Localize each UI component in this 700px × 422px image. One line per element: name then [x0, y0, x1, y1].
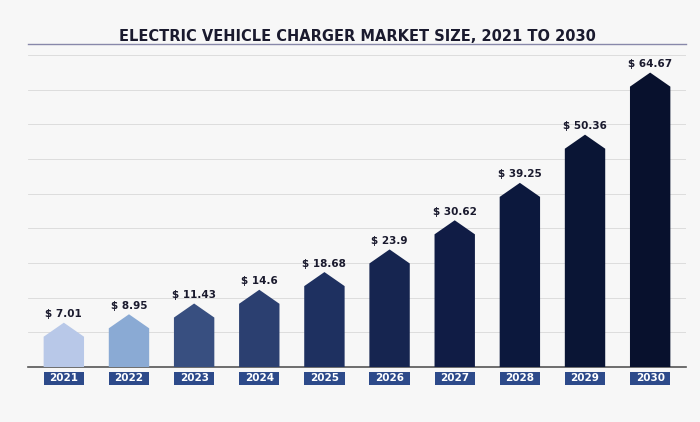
- Text: 2028: 2028: [505, 373, 534, 383]
- Polygon shape: [174, 303, 214, 367]
- Polygon shape: [304, 272, 344, 367]
- Polygon shape: [435, 220, 475, 367]
- Text: 2021: 2021: [49, 373, 78, 383]
- Polygon shape: [108, 314, 149, 367]
- Bar: [108, 372, 149, 385]
- Text: $ 50.36: $ 50.36: [563, 121, 607, 131]
- Bar: [239, 372, 279, 385]
- Title: ELECTRIC VEHICLE CHARGER MARKET SIZE, 2021 TO 2030: ELECTRIC VEHICLE CHARGER MARKET SIZE, 20…: [118, 29, 596, 44]
- Text: $ 64.67: $ 64.67: [628, 59, 672, 69]
- Polygon shape: [630, 73, 671, 367]
- Text: $ 11.43: $ 11.43: [172, 290, 216, 300]
- Text: $ 14.6: $ 14.6: [241, 276, 278, 286]
- Polygon shape: [239, 290, 279, 367]
- Polygon shape: [500, 183, 540, 367]
- Polygon shape: [565, 135, 606, 367]
- Text: 2025: 2025: [310, 373, 339, 383]
- Bar: [500, 372, 540, 385]
- Bar: [370, 372, 410, 385]
- Text: 2024: 2024: [245, 373, 274, 383]
- Bar: [565, 372, 606, 385]
- Text: 2022: 2022: [115, 373, 144, 383]
- Text: 2027: 2027: [440, 373, 469, 383]
- Text: 2023: 2023: [180, 373, 209, 383]
- Text: 2030: 2030: [636, 373, 665, 383]
- Text: 2026: 2026: [375, 373, 404, 383]
- Bar: [174, 372, 214, 385]
- Text: $ 7.01: $ 7.01: [46, 309, 82, 319]
- Bar: [43, 372, 84, 385]
- Text: $ 30.62: $ 30.62: [433, 207, 477, 217]
- Text: $ 23.9: $ 23.9: [371, 236, 408, 246]
- Polygon shape: [370, 249, 410, 367]
- Text: $ 39.25: $ 39.25: [498, 169, 542, 179]
- Text: 2029: 2029: [570, 373, 599, 383]
- Bar: [630, 372, 671, 385]
- Bar: [435, 372, 475, 385]
- Bar: [304, 372, 344, 385]
- Text: $ 18.68: $ 18.68: [302, 259, 346, 268]
- Polygon shape: [43, 323, 84, 367]
- Text: $ 8.95: $ 8.95: [111, 301, 147, 311]
